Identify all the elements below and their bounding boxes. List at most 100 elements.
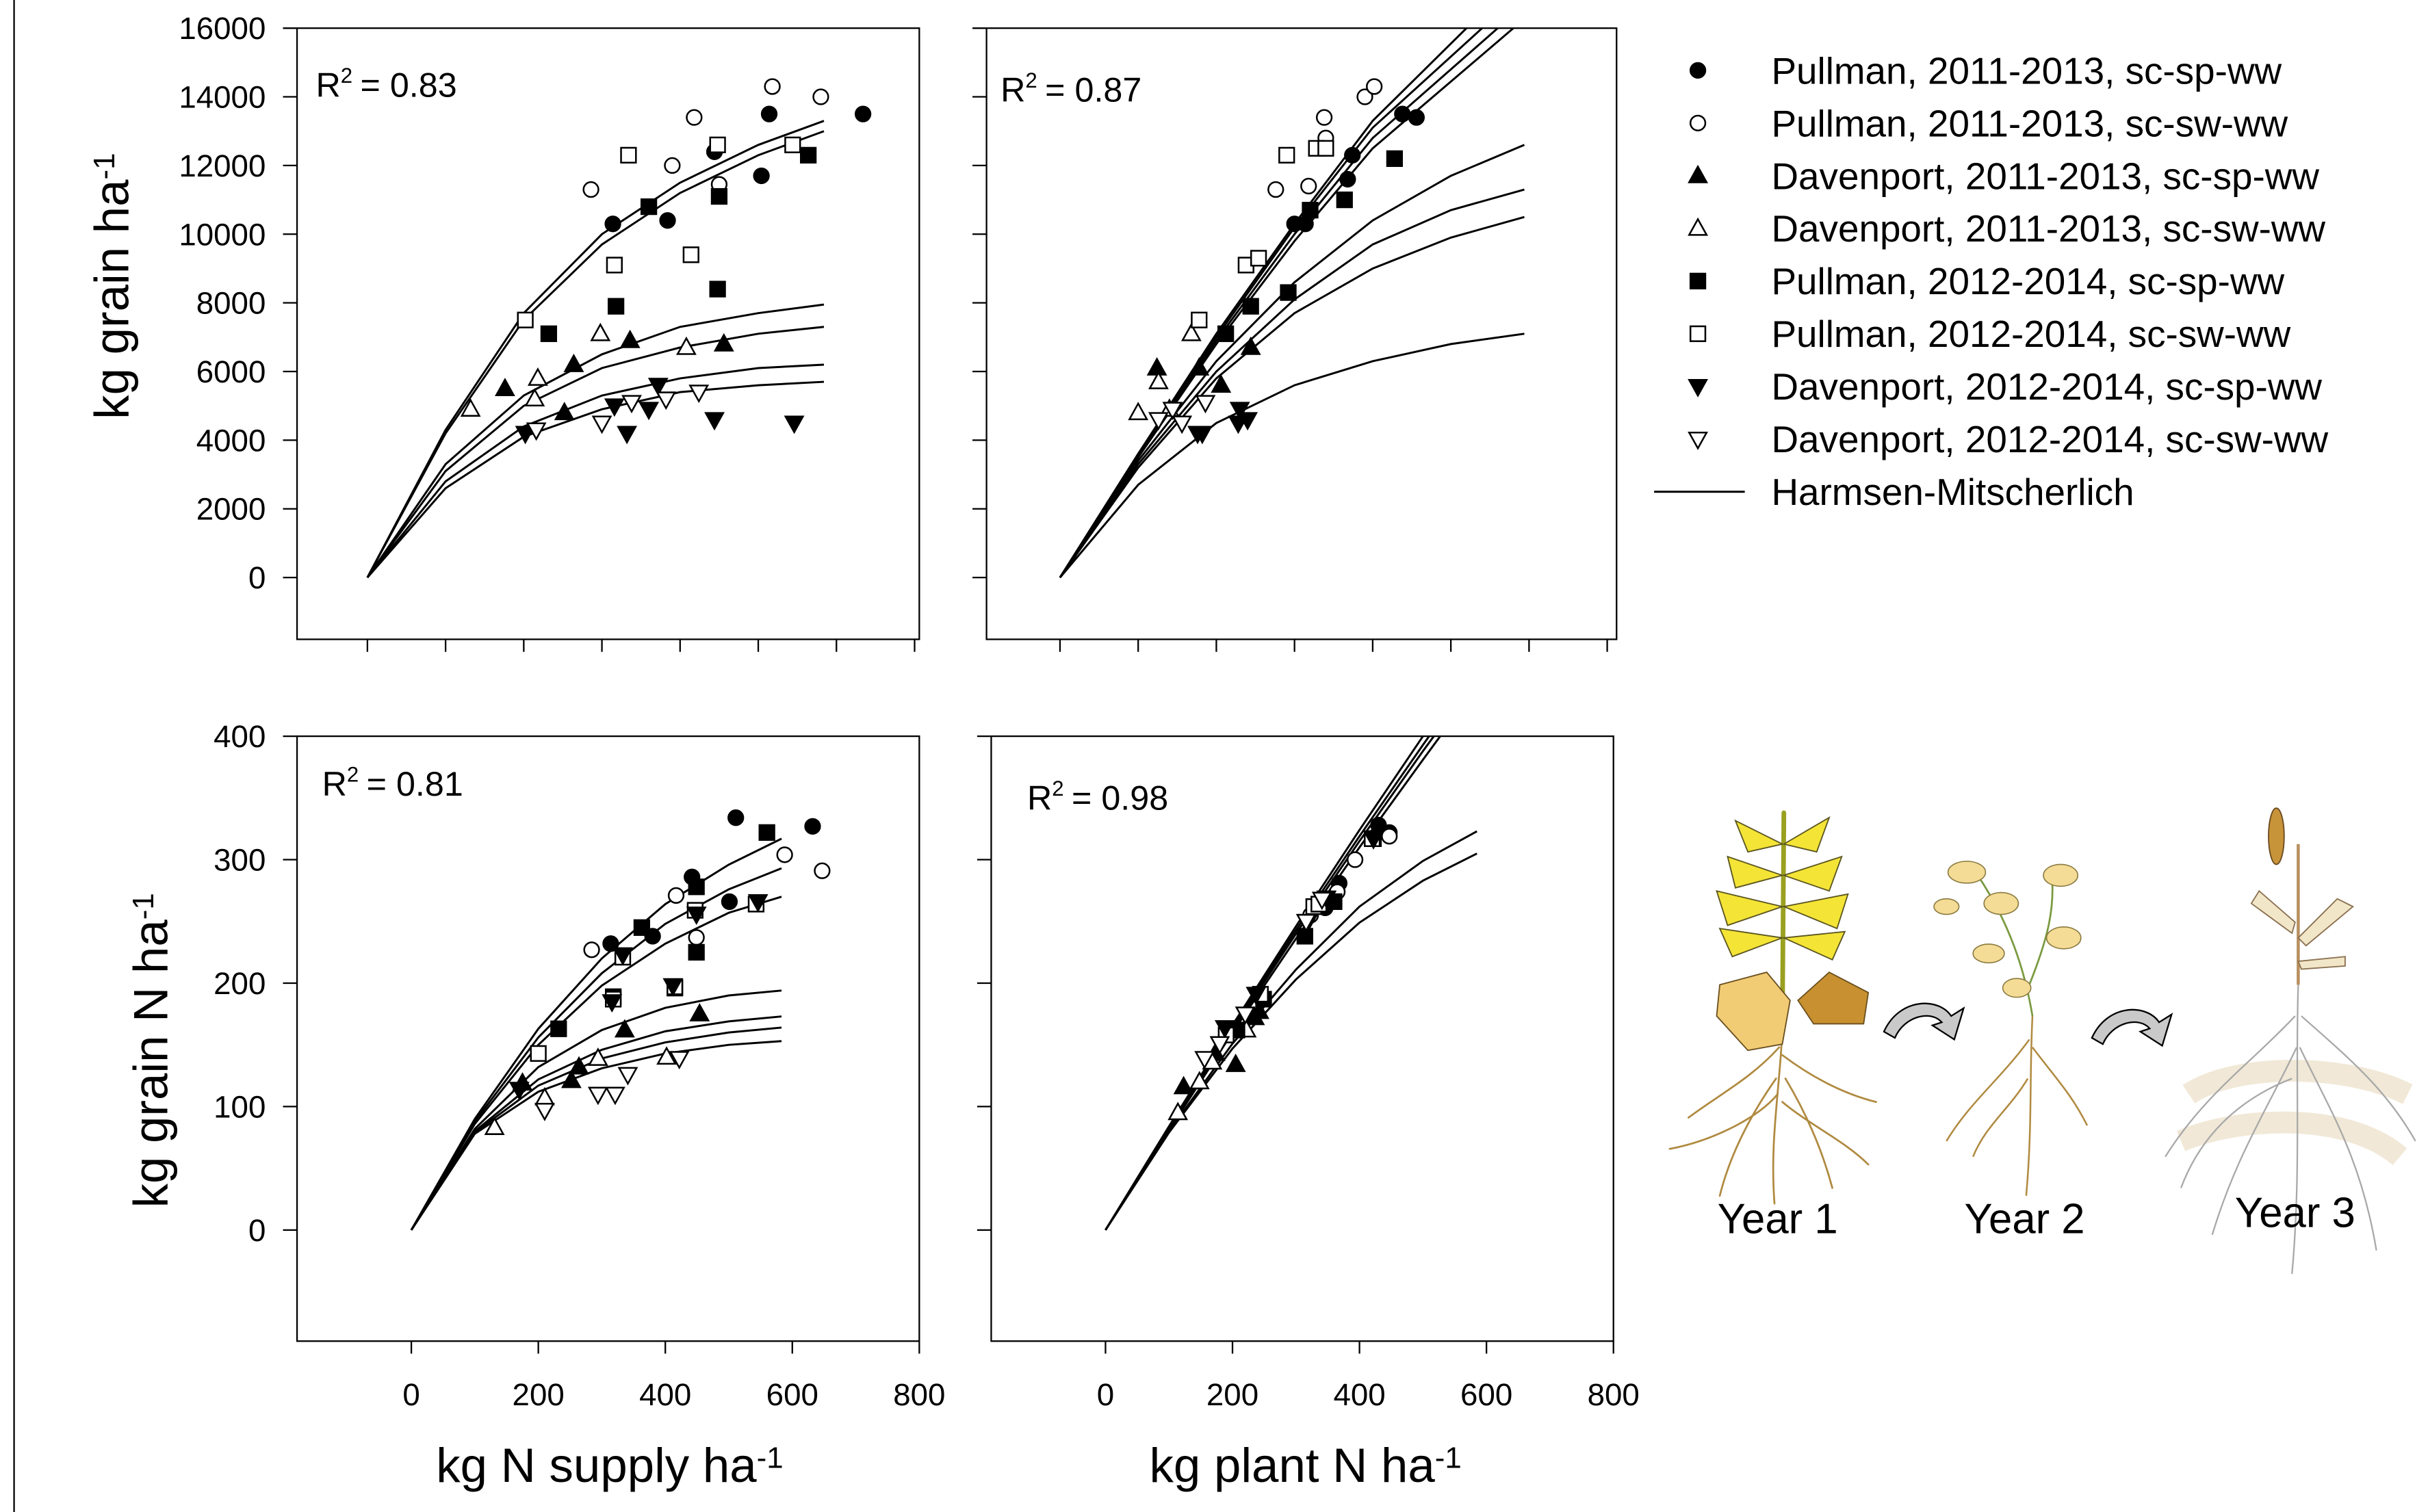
panel: 0 200 400 600 800 [977, 735, 1640, 1412]
legend-marker [1689, 114, 1707, 131]
data-point [633, 919, 651, 936]
data-point [1267, 181, 1284, 198]
data-point [640, 198, 658, 216]
data-point [1346, 851, 1364, 868]
panel: 0 2000 4000 6000 8000 10000 12000 14000 16000 [179, 11, 920, 652]
data-point [1229, 402, 1250, 421]
y-tick-label: 100 [214, 1089, 266, 1124]
data-point [591, 415, 612, 434]
data-point [1240, 336, 1261, 355]
plot-frame [296, 735, 920, 1342]
data-point [563, 353, 584, 372]
x-axis-label-part: -1 [757, 1441, 784, 1474]
data-point [688, 384, 710, 404]
data-point [1250, 250, 1267, 267]
data-point [1249, 1000, 1269, 1019]
data-point [1302, 202, 1319, 219]
legend-label: Davenport, 2012-2014, sc-sp-ww [1771, 365, 2322, 408]
data-point [1363, 831, 1384, 850]
y-tick-label: 4000 [196, 423, 266, 458]
y-axis-label: kg grain ha-1 [85, 153, 139, 419]
data-point [1189, 1071, 1210, 1090]
y-tick-label: 8000 [196, 286, 266, 321]
fit-curve [410, 989, 782, 1231]
data-point [709, 281, 726, 298]
fit-curve [410, 896, 782, 1231]
r-squared-annotation-part: = 0.87 [1045, 71, 1141, 109]
data-point [1297, 216, 1314, 233]
legend-marker [1689, 325, 1707, 342]
r-squared-annotation-part: = 0.98 [1072, 779, 1168, 817]
legend-label: Pullman, 2012-2014, sc-sp-ww [1771, 260, 2284, 302]
x-tick-label: 0 [1097, 1377, 1114, 1412]
r-squared-annotation-part: 2 [341, 64, 352, 88]
data-point [688, 929, 705, 946]
x-tick-label: 0 [402, 1377, 419, 1412]
r-squared-annotation-part: 2 [1025, 68, 1037, 92]
y-tick-label: 0 [248, 560, 266, 595]
data-point [1278, 146, 1295, 164]
data-point [1237, 412, 1258, 431]
legend-marker [1689, 62, 1707, 79]
x-axis-label-part: -1 [1435, 1441, 1462, 1474]
y-tick-label: 10000 [179, 217, 266, 252]
data-point [569, 1056, 589, 1075]
data-point [669, 1051, 690, 1070]
data-point [713, 333, 734, 352]
data-point [612, 947, 633, 966]
r-squared-annotation-part: R [1027, 779, 1052, 817]
year-label: Year 2 [1965, 1196, 2085, 1243]
year-label: Year 1 [1718, 1196, 1838, 1243]
plot-frame [296, 27, 920, 640]
y-tick-label: 0 [248, 1213, 266, 1248]
data-point [1381, 828, 1398, 845]
data-point [710, 187, 728, 205]
y-axis-label-part: -1 [88, 153, 121, 179]
data-point [647, 378, 669, 397]
data-point [530, 1045, 547, 1062]
year-label: Year 3 [2235, 1189, 2355, 1236]
data-point [727, 809, 745, 826]
data-point [484, 1117, 505, 1135]
data-point [760, 105, 778, 122]
legend-marker [1688, 431, 1709, 450]
data-point [776, 846, 793, 863]
x-axis-label-part: kg N supply ha [436, 1439, 757, 1493]
x-tick-label: 800 [1588, 1377, 1640, 1412]
r-squared-annotation-part: R [322, 765, 347, 803]
r-squared-annotation-part: 2 [1052, 777, 1063, 800]
fit-curve [1059, 28, 1483, 578]
legend-marker [1689, 272, 1707, 289]
data-point [686, 907, 707, 925]
fit-curves [1105, 736, 1477, 1231]
data-point [560, 1069, 582, 1089]
fit-curve [1059, 216, 1525, 578]
data-point [1356, 88, 1373, 105]
x-tick-label: 800 [893, 1377, 945, 1412]
data-point [619, 329, 641, 348]
data-point [1172, 415, 1193, 434]
plot-frame [990, 735, 1614, 1342]
data-point [753, 167, 770, 185]
data-point [617, 1067, 638, 1086]
legend-label: Pullman, 2012-2014, sc-sw-ww [1771, 313, 2290, 355]
data-point [1148, 412, 1169, 431]
r-squared-annotation: R2 = 0.87 [1000, 68, 1141, 109]
data-point [1344, 146, 1361, 164]
fit-curve [366, 380, 825, 579]
data-point [638, 402, 660, 421]
data-point [758, 824, 775, 841]
y-axis-label-part: kg grain ha [85, 179, 139, 419]
data-point [550, 1020, 567, 1037]
data-point [659, 212, 676, 229]
legend-label: Pullman, 2011-2013, sc-sw-ww [1771, 102, 2288, 144]
data-point [1214, 1020, 1235, 1039]
r-squared-annotation: R2 = 0.98 [1027, 777, 1168, 818]
y-axis-label: kg grain N ha-1 [124, 893, 178, 1208]
data-point [1162, 402, 1183, 421]
data-point [1167, 1102, 1189, 1121]
data-point [617, 426, 638, 445]
data-point [508, 1082, 530, 1101]
